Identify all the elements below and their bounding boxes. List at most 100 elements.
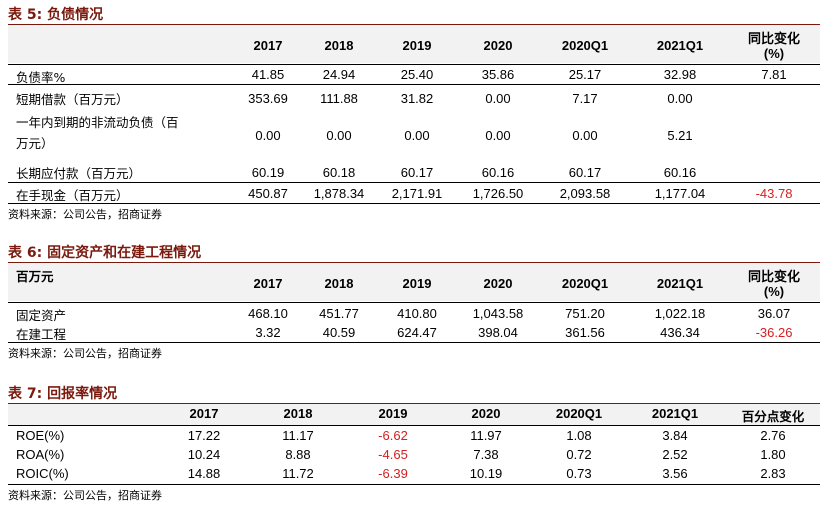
table5-row-label: 在手现金（百万元） — [16, 188, 129, 203]
table5-col-2017: 2017 — [253, 38, 283, 53]
table5-cell: 31.82 — [400, 91, 434, 106]
table5-cell: 60.16 — [481, 165, 515, 180]
table6-col-2020: 2020 — [483, 276, 513, 291]
table6-cell: 361.56 — [565, 325, 605, 340]
table5-cell: 1,726.50 — [472, 186, 524, 201]
table5-cell: 1,177.04 — [654, 186, 706, 201]
table6-bottom-rule — [8, 342, 820, 343]
table7-cell: 10.19 — [469, 466, 503, 481]
table6-cell: 3.32 — [255, 325, 281, 340]
table7-cell: 0.73 — [566, 466, 592, 481]
table7-col-2017: 2017 — [189, 406, 219, 421]
table7-col-change: 百分点变化 — [741, 409, 805, 424]
table5-cell: 353.69 — [248, 91, 288, 106]
table7-cell: 17.22 — [187, 428, 221, 443]
table5-cell: 60.18 — [322, 165, 356, 180]
table5-row-rule — [8, 182, 820, 183]
table6-col-yoy-line1: 同比变化 — [747, 269, 800, 284]
table6-source: 资料来源：公司公告，招商证券 — [8, 347, 162, 360]
table7-title: 表 7: 回报率情况 — [8, 386, 118, 402]
table6-cell: 36.07 — [757, 306, 791, 321]
table5-cell: 41.85 — [251, 67, 285, 82]
table6-col-2020q1: 2020Q1 — [561, 276, 609, 291]
table5-header-band — [8, 24, 820, 63]
table6-cell: 451.77 — [319, 306, 359, 321]
table7-col-2020: 2020 — [471, 406, 501, 421]
table6-title: 表 6: 固定资产和在建工程情况 — [8, 245, 202, 261]
table5-cell: 60.17 — [400, 165, 434, 180]
table6-col-2021q1: 2021Q1 — [656, 276, 704, 291]
table5-cell: 60.16 — [663, 165, 697, 180]
table6-cell: 1,043.58 — [472, 306, 524, 321]
table6-header-rule — [8, 302, 820, 303]
table5-col-2019: 2019 — [402, 38, 432, 53]
table5-title: 表 5: 负债情况 — [8, 7, 104, 23]
table5-row-label-line1: 一年内到期的非流动负债（百 — [16, 115, 179, 130]
table5-cell: 0.00 — [255, 128, 281, 143]
table6-col-yoy-line2: (%) — [763, 284, 785, 299]
table5-col-2021q1: 2021Q1 — [656, 38, 704, 53]
table7-cell: 11.17 — [282, 428, 314, 443]
table5-header-rule — [8, 64, 820, 65]
table5-col-yoy-line1: 同比变化 — [747, 31, 800, 46]
table5-cell: 2,171.91 — [391, 186, 443, 201]
table5-bottom-rule — [8, 203, 820, 204]
table7-cell: 14.88 — [187, 466, 221, 481]
table6-row-label: 在建工程 — [16, 327, 67, 342]
table7-cell: 11.97 — [470, 428, 502, 443]
table5-row-label: 负债率% — [16, 70, 66, 85]
table7-row-label: ROE(%) — [16, 428, 65, 443]
table7-header-band — [8, 403, 820, 426]
table7-cell-negative: -4.65 — [378, 447, 408, 462]
table6-col-2018: 2018 — [324, 276, 354, 291]
table7-cell: 2.76 — [760, 428, 786, 443]
table5-row-label: 长期应付款（百万元） — [16, 166, 142, 181]
table5-cell: 32.98 — [663, 67, 697, 82]
table5-cell: 0.00 — [485, 128, 511, 143]
table5-row-rule — [8, 84, 820, 85]
table7-col-2019: 2019 — [378, 406, 408, 421]
table5-cell: 25.17 — [568, 67, 602, 82]
table5-cell: 0.00 — [485, 91, 511, 106]
table5-cell: 0.00 — [572, 128, 598, 143]
table7-header-rule — [8, 425, 820, 426]
table6-cell-negative: -36.26 — [755, 325, 793, 340]
table6-cell: 1,022.18 — [654, 306, 706, 321]
table6-cell: 624.47 — [397, 325, 437, 340]
table7-col-2018: 2018 — [283, 406, 313, 421]
table7-source: 资料来源：公司公告，招商证券 — [8, 489, 162, 502]
table5-col-2018: 2018 — [324, 38, 354, 53]
table6-cell: 40.59 — [322, 325, 356, 340]
table6-col-2019: 2019 — [402, 276, 432, 291]
table7-row-label: ROIC(%) — [16, 466, 69, 481]
table6-cell: 751.20 — [565, 306, 605, 321]
table5-cell: 450.87 — [248, 186, 288, 201]
table5-cell: 0.00 — [404, 128, 430, 143]
table7-cell: 11.72 — [282, 466, 314, 481]
table7-cell: 0.72 — [566, 447, 592, 462]
table5-cell: 35.86 — [481, 67, 515, 82]
table5-cell: 24.94 — [322, 67, 356, 82]
table7-bottom-rule — [8, 484, 820, 485]
table5-col-2020: 2020 — [483, 38, 513, 53]
table7-cell-negative: -6.62 — [378, 428, 408, 443]
table5-cell: 25.40 — [400, 67, 434, 82]
table7-cell: 1.08 — [566, 428, 592, 443]
table5-cell: 60.19 — [251, 165, 285, 180]
table6-col-2017: 2017 — [253, 276, 283, 291]
table5-cell: 0.00 — [326, 128, 352, 143]
table7-col-2020q1: 2020Q1 — [555, 406, 603, 421]
table5-cell: 60.17 — [568, 165, 602, 180]
table5-cell: 2,093.58 — [559, 186, 611, 201]
table5-cell: 7.17 — [572, 91, 598, 106]
table7-cell: 10.24 — [187, 447, 221, 462]
table6-unit: 百万元 — [16, 269, 54, 284]
table6-cell: 436.34 — [660, 325, 700, 340]
table7-row-label: ROA(%) — [16, 447, 65, 462]
table5-cell-negative: -43.78 — [755, 186, 793, 201]
table7-cell: 3.84 — [662, 428, 688, 443]
table7-col-2021q1: 2021Q1 — [651, 406, 699, 421]
table5-cell: 1,878.34 — [313, 186, 365, 201]
table5-cell: 111.88 — [320, 91, 358, 106]
table6-cell: 398.04 — [478, 325, 518, 340]
